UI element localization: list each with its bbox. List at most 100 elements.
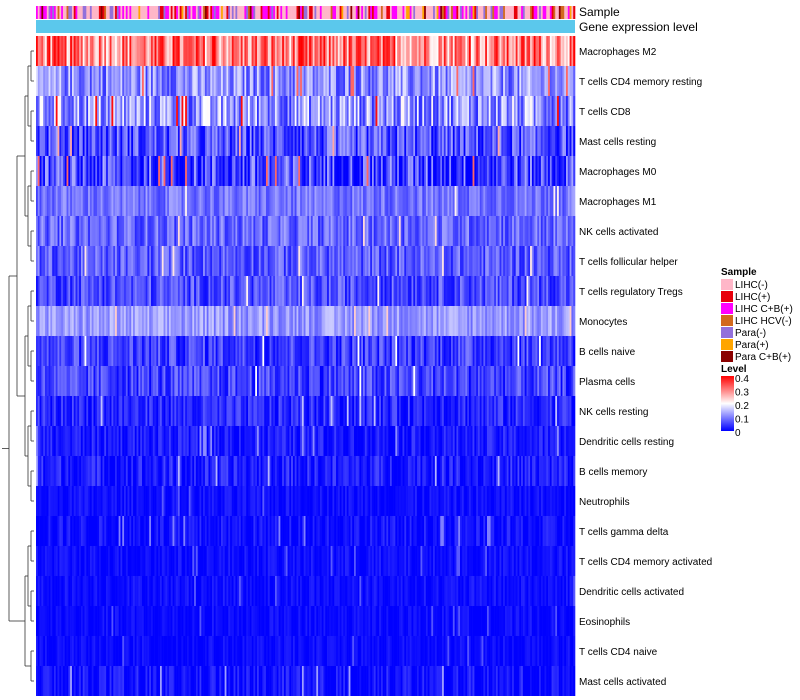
sample-annotation-cell [289, 6, 292, 19]
heatmap-cell [46, 36, 49, 66]
sample-annotation-cell [253, 6, 256, 19]
heatmap-cell [140, 366, 143, 396]
heatmap-cell [80, 246, 84, 276]
heatmap-cell [125, 186, 128, 216]
heatmap-cell [70, 96, 73, 126]
sample-annotation-cell [300, 6, 303, 19]
heatmap-cell [298, 186, 301, 216]
heatmap-cell [147, 396, 150, 426]
heatmap-cell [179, 246, 182, 276]
heatmap-cell [194, 306, 197, 336]
heatmap-cell [569, 156, 572, 186]
heatmap-cell [53, 156, 57, 186]
sample-annotation-cell [535, 6, 538, 19]
heatmap-cell [271, 186, 274, 216]
heatmap-cell [287, 246, 290, 276]
heatmap-cell [521, 216, 524, 246]
heatmap-cell [183, 276, 186, 306]
heatmap-cell [318, 276, 321, 306]
heatmap-cell [273, 276, 276, 306]
heatmap-cell [470, 366, 473, 396]
heatmap-cell [445, 216, 448, 246]
heatmap-cell [145, 276, 148, 306]
heatmap-cell [242, 246, 245, 276]
heatmap-cell [429, 36, 432, 66]
heatmap-cell [188, 96, 191, 126]
heatmap-cell [560, 186, 563, 216]
heatmap-cell [436, 426, 439, 456]
heatmap-cell [406, 186, 409, 216]
heatmap-cell [80, 336, 84, 366]
heatmap-cell [240, 66, 243, 96]
heatmap-cell [443, 306, 446, 336]
heatmap-cell [488, 396, 491, 426]
heatmap-cell [497, 306, 500, 336]
heatmap-cell [222, 96, 225, 126]
heatmap-cell [447, 96, 450, 126]
heatmap-cell [305, 66, 308, 96]
heatmap-cell [203, 216, 206, 246]
heatmap-cell [531, 126, 534, 156]
heatmap-cell [249, 426, 252, 456]
heatmap-cell [388, 36, 391, 66]
heatmap-cell [499, 96, 502, 126]
heatmap-cell [571, 96, 574, 126]
heatmap-cell [79, 66, 82, 96]
heatmap-cell [122, 426, 125, 456]
sample-annotation-cell [395, 6, 398, 19]
heatmap-cell [476, 306, 479, 336]
heatmap-cell [212, 96, 215, 126]
heatmap-cell [73, 186, 76, 216]
heatmap-cell [129, 246, 132, 276]
sample-annotation-cell [165, 6, 168, 19]
heatmap-cell [443, 216, 446, 246]
heatmap-cell [127, 246, 130, 276]
heatmap-cell [305, 456, 308, 486]
heatmap-cell [240, 486, 243, 516]
heatmap-cell [136, 156, 139, 186]
heatmap-cell [350, 366, 353, 396]
heatmap-cell [282, 66, 285, 96]
heatmap-cell [55, 186, 58, 216]
heatmap-cell [264, 336, 267, 366]
heatmap-cell [481, 336, 484, 366]
heatmap-cell [292, 306, 296, 336]
heatmap-cell [415, 366, 418, 396]
heatmap-cell [163, 306, 166, 336]
heatmap-cell [262, 396, 265, 426]
heatmap-cell [510, 336, 513, 366]
sample-annotation-cell [276, 6, 279, 19]
heatmap-cell [366, 396, 369, 426]
heatmap-cell [82, 36, 85, 66]
heatmap-cell [136, 426, 139, 456]
heatmap-cell [145, 126, 148, 156]
heatmap-cell [346, 336, 349, 366]
heatmap-cell [373, 276, 376, 306]
heatmap-cell [402, 366, 405, 396]
heatmap-cell [424, 306, 427, 336]
heatmap-cell [122, 186, 125, 216]
heatmap-cell [278, 396, 281, 426]
heatmap-cell [319, 366, 322, 396]
heatmap-cell [467, 426, 470, 456]
heatmap-cell [115, 366, 118, 396]
heatmap-cell [262, 126, 265, 156]
heatmap-cell [98, 186, 101, 216]
heatmap-cell [199, 336, 202, 366]
heatmap-cell [415, 96, 418, 126]
heatmap-cell [170, 66, 173, 96]
heatmap-cell [407, 336, 411, 366]
heatmap-cell [168, 156, 172, 186]
heatmap-cell [269, 66, 272, 96]
heatmap-cell [282, 156, 285, 186]
heatmap-cell [283, 126, 287, 156]
sample-annotation-cell [213, 6, 216, 19]
heatmap-cell [127, 36, 130, 66]
heatmap-cell [429, 426, 432, 456]
heatmap-cell [485, 246, 488, 276]
heatmap-cell [255, 336, 258, 366]
heatmap-cell [328, 126, 331, 156]
heatmap-cell [168, 96, 172, 126]
heatmap-cell [183, 96, 186, 126]
heatmap-cell [127, 216, 130, 246]
